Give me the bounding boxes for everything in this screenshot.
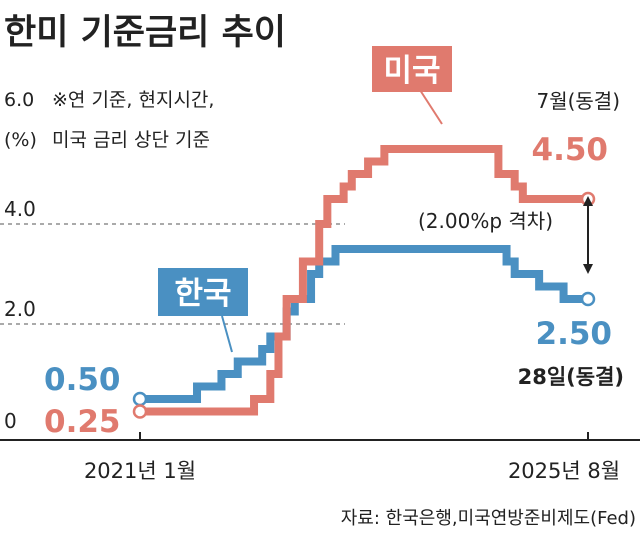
- y-tick-label-4.0: 4.0: [4, 197, 36, 221]
- korea-start-value: 0.50: [44, 362, 121, 398]
- usa-label-box: 미국: [372, 46, 452, 125]
- series-0-end-marker: [580, 291, 596, 307]
- y-tick-label-2.0: 2.0: [4, 297, 36, 321]
- gap-arrow: [583, 196, 593, 274]
- x-label-end: 2025년 8월: [508, 459, 620, 483]
- korea-label: 한국: [174, 276, 231, 312]
- usa-end-value: 4.50: [532, 132, 609, 168]
- gap-arrow-head-down: [583, 264, 593, 274]
- usa-end-note: 7월(동결): [536, 89, 620, 113]
- korea-label-pointer: [221, 315, 233, 353]
- series-0-start-marker: [132, 391, 148, 407]
- korea-label-box: 한국: [158, 268, 248, 353]
- y-tick-label-0: 0: [4, 409, 17, 433]
- x-label-start: 2021년 1월: [84, 459, 196, 483]
- note-line-2: 미국 금리 상단 기준: [52, 129, 210, 151]
- usa-label-bg: [372, 46, 452, 92]
- gap-arrow-head-up: [583, 196, 593, 206]
- series-layer: [132, 145, 596, 419]
- y-unit-label: (%): [4, 129, 37, 151]
- usa-label-pointer: [419, 89, 443, 125]
- korea-end-value: 2.50: [536, 316, 613, 352]
- series-1-start-marker: [132, 404, 148, 419]
- usa-start-value: 0.25: [44, 404, 121, 440]
- korea-end-note: 28일(동결): [518, 365, 624, 389]
- usa-label: 미국: [383, 53, 440, 89]
- korea-label-bg: [158, 268, 248, 316]
- gap-annotation: (2.00%p 격차): [418, 209, 553, 233]
- note-line-1: ※연 기준, 현지시간,: [52, 89, 214, 111]
- y-axis-ticks: 0 2.0 4.0: [0, 197, 345, 433]
- y-top-tick-label: 6.0: [4, 89, 34, 111]
- chart-title: 한미 기준금리 추이: [4, 13, 286, 53]
- series-line-1: [140, 145, 588, 416]
- x-axis-ticks: [139, 432, 589, 440]
- source-note: 자료: 한국은행,미국연방준비제도(Fed): [341, 508, 636, 529]
